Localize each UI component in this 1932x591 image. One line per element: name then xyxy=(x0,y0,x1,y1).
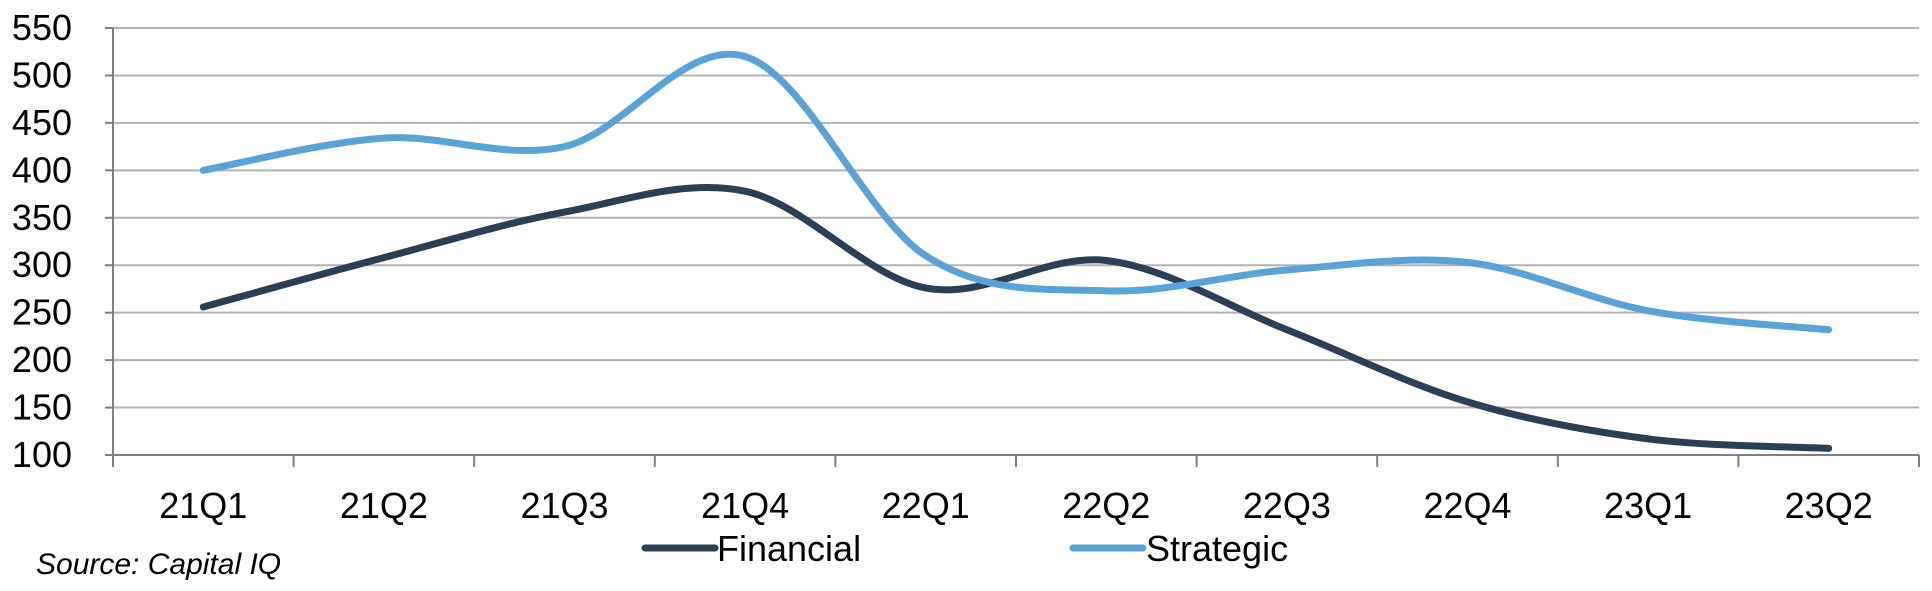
y-tick-label: 550 xyxy=(12,7,72,48)
legend-label-strategic: Strategic xyxy=(1146,528,1288,569)
series-line-financial xyxy=(199,183,1833,452)
y-tick-label: 450 xyxy=(12,102,72,143)
x-tick-label: 21Q4 xyxy=(701,485,789,526)
x-tick-label: 22Q4 xyxy=(1423,485,1511,526)
y-tick-label: 100 xyxy=(12,434,72,475)
x-tick-label: 22Q1 xyxy=(882,485,970,526)
x-tick-label: 21Q2 xyxy=(340,485,428,526)
x-tick-label: 23Q2 xyxy=(1785,485,1873,526)
x-tick-labels: 21Q1 21Q2 21Q3 21Q4 22Q1 22Q2 22Q3 22Q4 23Q1 23Q2 xyxy=(159,485,1872,526)
y-tick-label: 350 xyxy=(12,197,72,238)
x-tick-label: 21Q1 xyxy=(159,485,247,526)
y-tick-label: 200 xyxy=(12,339,72,380)
y-tick-label: 400 xyxy=(12,149,72,190)
x-tick-label: 21Q3 xyxy=(520,485,608,526)
series-lines xyxy=(199,50,1833,452)
x-tick-label: 23Q1 xyxy=(1604,485,1692,526)
x-tick-label: 22Q2 xyxy=(1062,485,1150,526)
source-note: Source: Capital IQ xyxy=(36,548,282,581)
y-tick-label: 250 xyxy=(12,292,72,333)
y-tick-label: 500 xyxy=(12,54,72,95)
legend: Financial Strategic xyxy=(641,528,1288,569)
series-line-strategic xyxy=(199,50,1833,334)
axes xyxy=(105,27,1920,467)
x-tick-label: 22Q3 xyxy=(1243,485,1331,526)
y-tick-label: 300 xyxy=(12,244,72,285)
y-tick-label: 150 xyxy=(12,387,72,428)
y-tick-labels: 100 150 200 250 300 350 400 450 500 550 xyxy=(12,7,72,475)
legend-label-financial: Financial xyxy=(717,528,861,569)
gridlines xyxy=(113,27,1919,409)
